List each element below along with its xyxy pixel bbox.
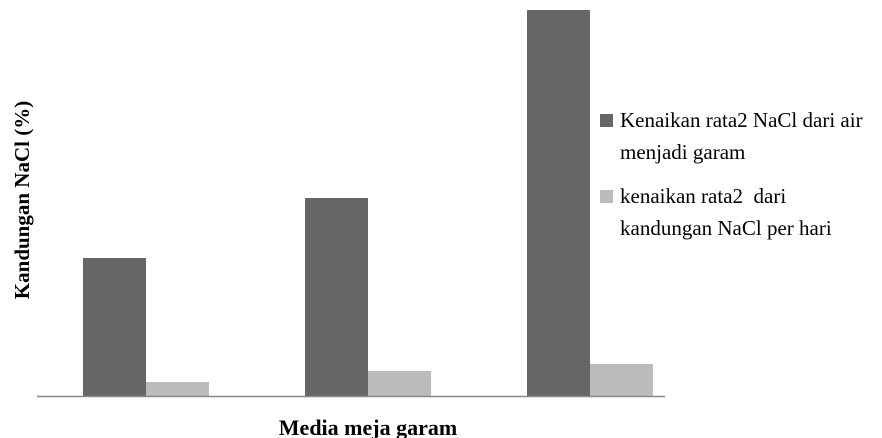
legend-swatch (600, 190, 613, 203)
bar (146, 382, 209, 396)
y-axis-label: Kandungan NaCl (%) (10, 101, 34, 299)
legend-entry: kenaikan rata2 dari kandungan NaCl per h… (598, 180, 868, 244)
bar (368, 371, 431, 396)
bar (527, 10, 590, 396)
bar (590, 364, 653, 396)
legend-label: Kenaikan rata2 NaCl dari air menjadi gar… (620, 108, 868, 164)
bar (83, 258, 146, 396)
legend-entry: Kenaikan rata2 NaCl dari air menjadi gar… (598, 104, 868, 168)
legend-swatch (600, 114, 613, 127)
x-axis-label: Media meja garam (279, 415, 457, 438)
legend-label: kenaikan rata2 dari kandungan NaCl per h… (620, 184, 832, 240)
bar (305, 198, 368, 396)
legend: Kenaikan rata2 NaCl dari air menjadi gar… (598, 104, 868, 256)
